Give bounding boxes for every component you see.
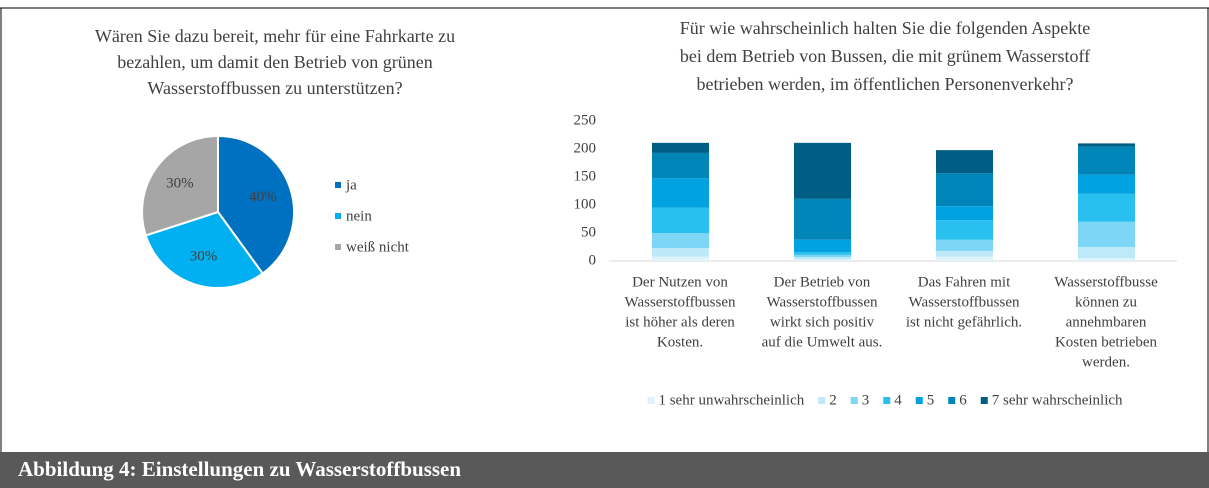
legend-swatch	[850, 397, 858, 404]
bar-segment	[794, 239, 851, 253]
bar-segment	[794, 257, 851, 260]
pie-slice	[217, 134, 295, 275]
y-tick-label: 150	[574, 168, 597, 184]
legend-swatch	[335, 244, 341, 250]
y-tick-label: 100	[574, 196, 597, 212]
data-label: 30%	[190, 248, 218, 264]
x-tick-label: Wasserstoffbusse	[1054, 274, 1158, 290]
bar-segment	[936, 256, 993, 261]
x-tick-label: Das Fahren mit	[918, 274, 1011, 290]
legend-swatch	[980, 397, 988, 404]
pie-slice	[141, 134, 219, 237]
legend-label: 3	[862, 392, 870, 408]
legend-swatch	[948, 397, 956, 404]
x-tick-label: Kosten betrieben	[1055, 334, 1158, 350]
data-label: 30%	[166, 176, 194, 192]
x-tick-label: Wasserstoffbussen	[625, 294, 736, 310]
bar-segment	[652, 207, 709, 233]
bar-segment	[936, 239, 993, 251]
y-tick-label: 0	[589, 252, 597, 268]
y-tick-label: 50	[581, 224, 596, 240]
x-tick-label: ist nicht gefährlich.	[906, 314, 1022, 330]
bar-segment	[936, 220, 993, 240]
bar-segment	[1078, 143, 1135, 147]
chart-title: bei dem Betrieb von Bussen, die mit grün…	[680, 46, 1090, 66]
bar-segment	[1078, 221, 1135, 247]
bar-segment	[1078, 193, 1135, 222]
bar-segment	[652, 248, 709, 257]
pie-slice	[144, 210, 265, 289]
bar-segment	[1078, 247, 1135, 259]
bar-segment	[652, 142, 709, 153]
x-tick-label: werden.	[1082, 354, 1130, 370]
x-tick-label: auf die Umwelt aus.	[762, 334, 883, 350]
bar-segment	[794, 142, 851, 199]
bar-segment	[794, 252, 851, 255]
chart-title: betrieben werden, im öffentlichen Person…	[696, 74, 1073, 94]
chart-title: Wasserstoffbussen zu unterstützen?	[147, 78, 402, 98]
legend-label: weiß nicht	[346, 239, 410, 255]
bar-segment	[652, 256, 709, 261]
legend-label: 1 sehr unwahrscheinlich	[658, 392, 804, 408]
bar-segment	[794, 259, 851, 261]
x-tick-label: Wasserstoffbussen	[909, 294, 1020, 310]
y-tick-label: 200	[574, 140, 597, 156]
x-tick-label: ist höher als deren	[625, 314, 735, 330]
legend-label: 2	[829, 392, 837, 408]
bar-segment	[936, 250, 993, 257]
bar-segment	[936, 173, 993, 207]
x-tick-label: Der Nutzen von	[632, 274, 728, 290]
x-tick-label: wirkt sich positiv	[770, 314, 875, 330]
legend-swatch	[883, 397, 891, 404]
data-label: 40%	[249, 189, 277, 205]
chart-title: Wären Sie dazu bereit, mehr für eine Fah…	[95, 26, 455, 46]
chart-title: bezahlen, um damit den Betrieb von grüne…	[117, 52, 432, 72]
bar-segment	[794, 254, 851, 258]
bar-segment	[936, 150, 993, 174]
x-tick-label: annehmbaren	[1066, 314, 1147, 330]
bar-segment	[794, 198, 851, 240]
bar-segment	[652, 178, 709, 208]
y-tick-label: 250	[574, 112, 597, 128]
chart-title: Für wie wahrscheinlich halten Sie die fo…	[680, 18, 1090, 38]
legend-swatch	[915, 397, 923, 404]
legend-label: ja	[345, 177, 357, 193]
x-tick-label: Kosten.	[657, 334, 703, 350]
legend-label: 4	[894, 392, 902, 408]
bar-segment	[652, 152, 709, 179]
bar-segment	[652, 233, 709, 249]
x-tick-label: Der Betrieb von	[774, 274, 871, 290]
legend-label: nein	[346, 208, 372, 224]
x-tick-label: Wasserstoffbussen	[767, 294, 878, 310]
caption-bar	[0, 452, 1209, 488]
bar-segment	[1078, 146, 1135, 175]
caption: Abbildung 4: Einstellungen zu Wasserstof…	[18, 457, 461, 481]
legend-label: 5	[927, 392, 935, 408]
legend-swatch	[647, 397, 655, 404]
legend-swatch	[335, 213, 341, 219]
x-tick-label: können zu	[1075, 294, 1138, 310]
bar-segment	[1078, 174, 1135, 194]
bar-segment	[1078, 258, 1135, 261]
legend-swatch	[818, 397, 826, 404]
legend-label: 6	[959, 392, 967, 408]
legend-label: 7 sehr wahrscheinlich	[992, 392, 1123, 408]
bar-segment	[936, 206, 993, 221]
legend-swatch	[335, 182, 341, 188]
